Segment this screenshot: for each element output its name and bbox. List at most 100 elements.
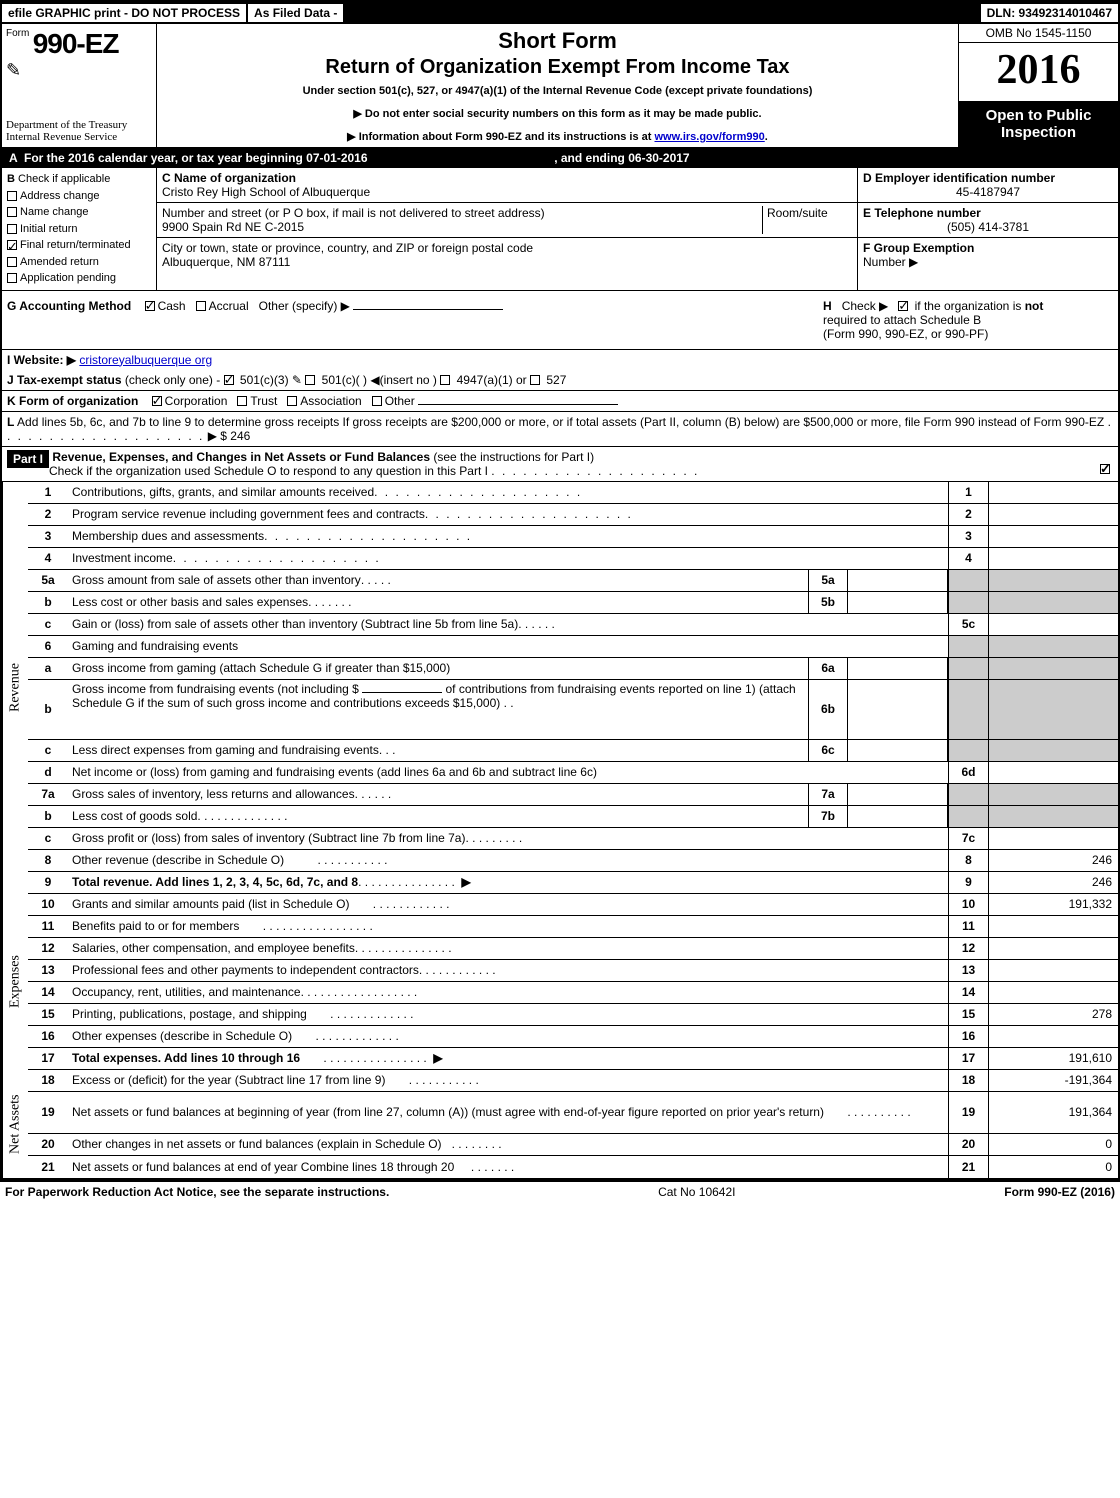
cb-assoc[interactable] — [287, 396, 297, 406]
cb-501c[interactable] — [305, 375, 315, 385]
website-link[interactable]: cristoreyalbuquerque org — [79, 353, 212, 367]
line-11-text: Benefits paid to or for members — [72, 919, 239, 933]
cb-trust[interactable] — [237, 396, 247, 406]
line-21-val: 0 — [988, 1156, 1118, 1178]
netassets-lines: 18 Excess or (deficit) for the year (Sub… — [28, 1070, 1118, 1178]
irs-link[interactable]: www.irs.gov/form990 — [655, 131, 765, 143]
line-5a-greyval — [988, 570, 1118, 591]
line-8: 8 Other revenue (describe in Schedule O)… — [28, 850, 1118, 872]
i-label: I Website: ▶ — [7, 353, 76, 367]
line-17-arrow: ▶ — [433, 1051, 442, 1065]
part1-check-text: Check if the organization used Schedule … — [49, 464, 488, 478]
line-7a-num: 7a — [28, 784, 68, 805]
cb-cash[interactable] — [145, 301, 155, 311]
org-name: Cristo Rey High School of Albuquerque — [162, 185, 370, 199]
line-6-greybox — [948, 636, 988, 657]
form-990ez-container: efile GRAPHIC print - DO NOT PROCESS As … — [0, 0, 1120, 1182]
line-15-text: Printing, publications, postage, and shi… — [72, 1007, 307, 1021]
cb-h[interactable] — [898, 301, 908, 311]
line-1-desc: Contributions, gifts, grants, and simila… — [68, 482, 948, 503]
lbl-trust: Trust — [250, 394, 277, 408]
line-8-val: 246 — [988, 850, 1118, 871]
header-right: OMB No 1545-1150 2016 Open to Public Ins… — [958, 24, 1118, 147]
tax-year: 2016 — [958, 43, 1118, 101]
a-text-pre: For the 2016 calendar year, or tax year … — [24, 151, 306, 165]
line-10: 10 Grants and similar amounts paid (list… — [28, 894, 1118, 916]
cb-initial-return[interactable] — [7, 224, 17, 234]
cb-4947[interactable] — [440, 375, 450, 385]
line-10-num: 10 — [28, 894, 68, 915]
line-15-num: 15 — [28, 1004, 68, 1025]
line-7c: c Gross profit or (loss) from sales of i… — [28, 828, 1118, 850]
line-1-val — [988, 482, 1118, 503]
open-public-2: Inspection — [1001, 124, 1076, 141]
line-6a-ival — [848, 658, 948, 679]
line-8-text: Other revenue (describe in Schedule O) — [72, 853, 284, 867]
a-text-mid: , and ending — [554, 151, 628, 165]
line-8-desc: Other revenue (describe in Schedule O) .… — [68, 850, 948, 871]
lbl-other: Other (specify) ▶ — [259, 299, 350, 313]
top-bar: efile GRAPHIC print - DO NOT PROCESS As … — [2, 2, 1118, 24]
line-3: 3 Membership dues and assessments 3 — [28, 526, 1118, 548]
row-j: J Tax-exempt status (check only one) - 5… — [2, 370, 1118, 391]
line-11: 11 Benefits paid to or for members . . .… — [28, 916, 1118, 938]
line-6-text: Gaming and fundraising events — [72, 639, 238, 653]
part1-label: Part I — [7, 450, 49, 468]
cb-amended-return[interactable] — [7, 257, 17, 267]
line-11-num: 11 — [28, 916, 68, 937]
line-5b-num: b — [28, 592, 68, 613]
cb-part1-schedule-o[interactable] — [1100, 464, 1110, 474]
cb-501c3[interactable] — [224, 375, 234, 385]
line-6b-greyval — [988, 680, 1118, 739]
cell-address: Number and street (or P O box, if mail i… — [157, 203, 857, 238]
line-5c-val — [988, 614, 1118, 635]
line-7a: 7a Gross sales of inventory, less return… — [28, 784, 1118, 806]
line-6c-num: c — [28, 740, 68, 761]
side-netassets: Net Assets — [2, 1070, 28, 1178]
line-6-num: 6 — [28, 636, 68, 657]
line-6-desc: Gaming and fundraising events — [68, 636, 948, 657]
cb-address-change[interactable] — [7, 191, 17, 201]
line-5a: 5a Gross amount from sale of assets othe… — [28, 570, 1118, 592]
line-12-num: 12 — [28, 938, 68, 959]
l-arrow: ▶ $ 246 — [208, 429, 251, 443]
line-5a-text: Gross amount from sale of assets other t… — [72, 573, 361, 587]
line-6b-ival — [848, 680, 948, 739]
line-7b-text: Less cost of goods sold — [72, 809, 197, 823]
line-6d-text: Net income or (loss) from gaming and fun… — [72, 765, 597, 779]
line-5b-text: Less cost or other basis and sales expen… — [72, 595, 308, 609]
cb-527[interactable] — [530, 375, 540, 385]
line-5b-ibox: 5b — [808, 592, 848, 613]
line-17-text: Total expenses. Add lines 10 through 16 — [72, 1051, 300, 1065]
line-6b: b Gross income from fundraising events (… — [28, 680, 1118, 740]
cb-other-org[interactable] — [372, 396, 382, 406]
line-19-desc: Net assets or fund balances at beginning… — [68, 1092, 948, 1133]
dept-line2: Internal Revenue Service — [6, 131, 117, 143]
cb-application-pending[interactable] — [7, 273, 17, 283]
line-6b-desc: Gross income from fundraising events (no… — [68, 680, 808, 739]
line-6a-greyval — [988, 658, 1118, 679]
row-l: L Add lines 5b, 6c, and 7b to line 9 to … — [2, 412, 1118, 447]
row-a: A For the 2016 calendar year, or tax yea… — [2, 149, 1118, 168]
col-g: G Accounting Method Cash Accrual Other (… — [2, 291, 818, 349]
cb-final-return[interactable] — [7, 240, 17, 250]
f-label: F Group Exemption — [863, 241, 974, 255]
a-end: 06-30-2017 — [628, 151, 689, 165]
line-6b-pre: Gross income from fundraising events (no… — [72, 682, 362, 696]
cb-accrual[interactable] — [196, 301, 206, 311]
cb-corp[interactable] — [152, 396, 162, 406]
lbl-initial-return: Initial return — [20, 223, 77, 235]
line-16: 16 Other expenses (describe in Schedule … — [28, 1026, 1118, 1048]
line-7b-ibox: 7b — [808, 806, 848, 827]
line-7c-text: Gross profit or (loss) from sales of inv… — [72, 831, 465, 845]
h-text4: (Form 990, 990-EZ, or 990-PF) — [823, 327, 988, 341]
line-7a-greyval — [988, 784, 1118, 805]
ein-value: 45-4187947 — [863, 185, 1113, 199]
cb-name-change[interactable] — [7, 207, 17, 217]
line-6: 6 Gaming and fundraising events — [28, 636, 1118, 658]
subtitle: Under section 501(c), 527, or 4947(a)(1)… — [163, 85, 952, 97]
lbl-accrual: Accrual — [209, 299, 249, 313]
line-9-desc: Total revenue. Add lines 1, 2, 3, 4, 5c,… — [68, 872, 948, 893]
open-to-public: Open to Public Inspection — [958, 101, 1118, 147]
h-label: H — [823, 299, 832, 313]
